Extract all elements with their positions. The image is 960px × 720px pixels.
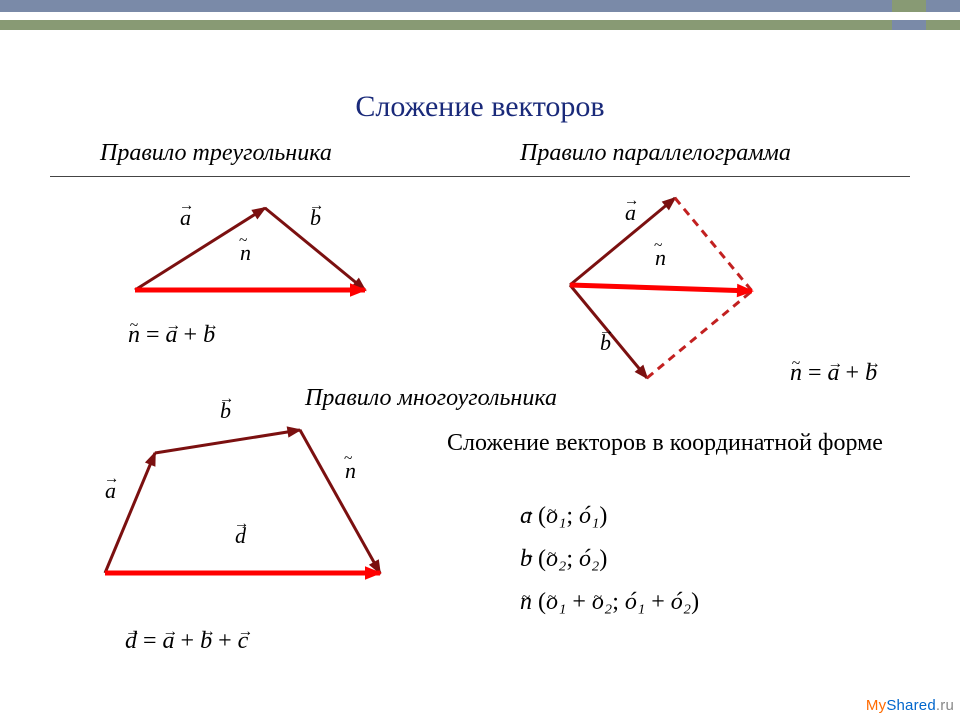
svg-text:→: → xyxy=(309,197,324,214)
svg-text:→: → xyxy=(599,322,614,339)
svg-text:~: ~ xyxy=(654,237,662,254)
logo-shared: Shared xyxy=(886,697,936,714)
header-bar-1 xyxy=(0,0,960,12)
divider xyxy=(50,176,910,177)
logo-ru: .ru xyxy=(936,697,954,714)
svg-text:→: → xyxy=(624,192,639,209)
subtitle-parallelogram: Правило параллелограмма xyxy=(520,140,791,167)
watermark-logo: MyShared.ru xyxy=(866,697,954,714)
svg-text:→: → xyxy=(219,390,234,407)
diagram-polygon: a→b→n~d→ xyxy=(90,418,410,613)
equation-coord: a→ (o~₁; ó₁)b→ (o~₂; ó₂)n~ (o~₁ + o~₂;… xyxy=(520,495,699,625)
logo-my: My xyxy=(866,697,886,714)
diagram-parallelogram: a→b→n~ xyxy=(555,190,815,405)
equation-triangle: n~ = a→ + b→ xyxy=(128,322,215,349)
svg-text:→: → xyxy=(179,197,194,214)
svg-text:~: ~ xyxy=(344,450,352,467)
svg-text:→: → xyxy=(104,470,119,487)
header-bars xyxy=(0,0,960,30)
svg-text:→: → xyxy=(234,515,249,532)
subtitle-polygon: Правило многоугольника xyxy=(305,385,557,412)
page-title: Сложение векторов xyxy=(0,90,960,124)
equation-parallelogram: n~ = a→ + b→ xyxy=(790,360,877,387)
subtitle-triangle: Правило треугольника xyxy=(100,140,332,167)
svg-text:~: ~ xyxy=(239,232,247,249)
subtitle-coord: Сложение векторов в координатной форме xyxy=(435,430,895,457)
header-bar-2 xyxy=(0,20,960,30)
equation-polygon: d→ = a→ + b→ + c→ xyxy=(125,628,248,655)
